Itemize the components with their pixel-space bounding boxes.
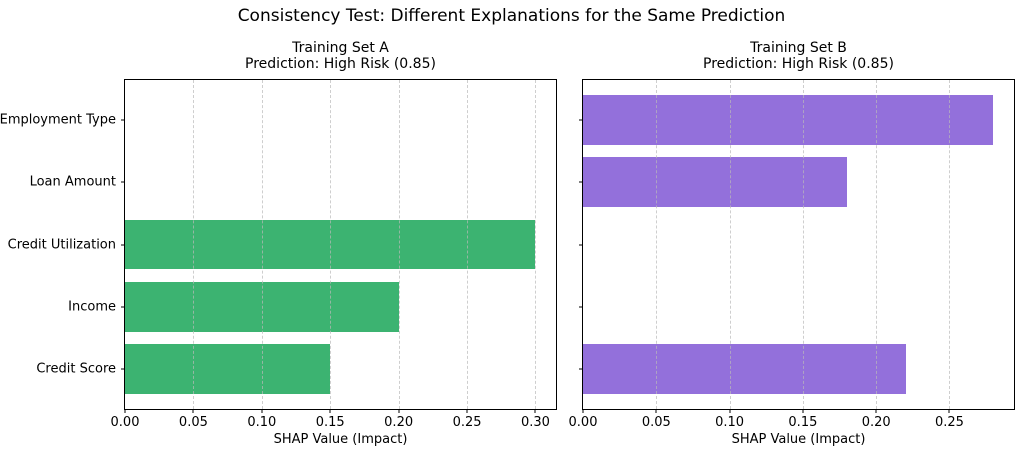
gridline: [398, 80, 400, 409]
subplot-b-title-line1: Training Set B: [750, 40, 847, 56]
x-tick-label: 0.15: [788, 415, 818, 430]
x-tick-mark: [948, 409, 950, 413]
x-tick-mark: [875, 409, 877, 413]
y-tick-label-credit-score: Credit Score: [36, 361, 116, 377]
x-tick-mark: [124, 409, 126, 413]
y-tick-mark: [121, 181, 125, 183]
x-tick-mark: [192, 409, 194, 413]
bar-credit-score: [583, 344, 906, 395]
x-tick-label: 0.00: [110, 415, 140, 430]
y-tick-mark: [121, 306, 125, 308]
bar-employment-type: [583, 94, 994, 145]
y-tick-mark: [579, 244, 583, 245]
subplot-b-title: Training Set B Prediction: High Risk (0.…: [582, 40, 1015, 72]
x-tick-label: 0.10: [247, 415, 277, 430]
y-tick-mark: [121, 119, 125, 121]
x-axis-label-a: SHAP Value (Impact): [273, 432, 408, 447]
x-tick-label: 0.00: [568, 415, 598, 430]
x-axis-label-b: SHAP Value (Impact): [731, 432, 866, 447]
bar-credit-score: [125, 344, 331, 395]
subplot-a-title: Training Set A Prediction: High Risk (0.…: [124, 40, 557, 72]
gridline: [729, 80, 731, 409]
gridline: [876, 80, 878, 409]
plot-area-training-set-b: 0.00 0.05 0.10 0.15 0.20 0.25: [569, 79, 1015, 430]
y-tick-mark: [579, 368, 583, 370]
y-tick-mark: [579, 181, 583, 183]
y-tick-mark: [579, 119, 583, 121]
gridline: [330, 80, 332, 409]
x-tick-label: 0.05: [641, 415, 671, 430]
x-tick-mark: [802, 409, 804, 413]
x-tick-label: 0.15: [315, 415, 345, 430]
gridline: [802, 80, 804, 409]
x-tick-mark: [466, 409, 468, 413]
subplot-training-set-b: Training Set B Prediction: High Risk (0.…: [569, 0, 1015, 456]
x-tick-mark: [534, 409, 536, 413]
y-tick-label-credit-utilization: Credit Utilization: [7, 237, 116, 252]
x-tick-label: 0.30: [520, 415, 550, 430]
x-tick-mark: [655, 409, 657, 413]
x-tick-label: 0.25: [452, 415, 482, 430]
gridline: [656, 80, 658, 409]
bar-loan-amount: [583, 157, 847, 208]
gridline: [261, 80, 263, 409]
subplot-a-title-line2: Prediction: High Risk (0.85): [245, 55, 436, 72]
gridline: [467, 80, 469, 409]
y-tick-mark: [579, 306, 583, 308]
y-tick-label-loan-amount: Loan Amount: [29, 174, 116, 190]
x-tick-label: 0.25: [935, 415, 964, 430]
x-tick-mark: [398, 409, 400, 413]
plot-area-training-set-a: 0.00 0.05 0.10 0.15 0.20 0.25 0.30 Employment T…: [0, 79, 557, 430]
x-tick-mark: [261, 409, 263, 413]
x-tick-mark: [729, 409, 731, 413]
gridline: [535, 80, 537, 409]
subplot-training-set-a: Training Set A Prediction: High Risk (0.…: [0, 0, 557, 456]
y-tick-mark: [121, 368, 125, 370]
x-tick-label: 0.20: [384, 415, 414, 430]
y-tick-label-employment-type: Employment Type: [0, 112, 116, 128]
subplot-b-title-line2: Prediction: High Risk (0.85): [703, 55, 894, 72]
x-tick-mark: [329, 409, 331, 413]
x-tick-label: 0.10: [715, 415, 745, 430]
y-tick-label-income: Income: [68, 299, 116, 315]
subplot-a-title-line1: Training Set A: [292, 40, 389, 56]
x-tick-label: 0.05: [178, 415, 208, 430]
x-tick-label: 0.20: [861, 415, 891, 430]
figure-suptitle: Consistency Test: Different Explanations…: [237, 6, 786, 26]
gridline: [193, 80, 195, 409]
gridline: [949, 80, 951, 409]
y-tick-mark: [121, 244, 125, 245]
x-tick-mark: [582, 409, 584, 413]
